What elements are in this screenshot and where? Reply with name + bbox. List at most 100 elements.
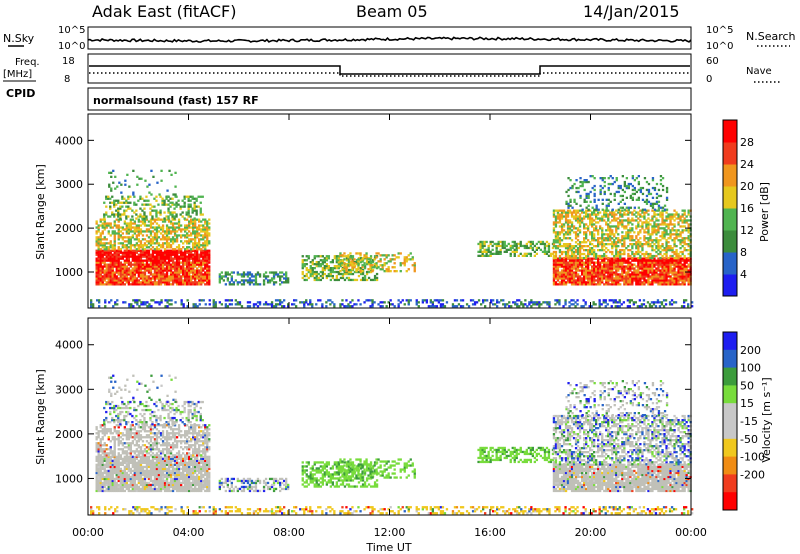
power-cell xyxy=(333,278,337,282)
power-cell xyxy=(97,277,100,280)
power-cell xyxy=(99,269,102,272)
power-cell xyxy=(619,263,622,266)
power-cell xyxy=(169,244,173,247)
power-cell xyxy=(103,263,106,266)
power-cell xyxy=(651,271,654,274)
power-cell xyxy=(597,211,600,214)
power-cell xyxy=(109,222,112,225)
power-cell xyxy=(167,263,171,266)
power-cell xyxy=(667,263,670,266)
power-cell xyxy=(157,242,161,245)
power-cell xyxy=(415,299,418,302)
power-cell xyxy=(515,246,518,250)
power-cell xyxy=(508,305,511,308)
power-cell xyxy=(637,243,640,246)
power-cell xyxy=(113,259,116,262)
power-cell xyxy=(325,257,329,260)
power-cell xyxy=(180,277,183,280)
power-cell xyxy=(595,265,598,268)
power-cell xyxy=(663,273,666,276)
power-cell xyxy=(633,243,636,246)
power-cell xyxy=(641,227,644,230)
power-cell xyxy=(133,269,137,272)
power-cell xyxy=(194,251,197,254)
power-cell xyxy=(595,227,598,230)
power-cell xyxy=(655,267,658,270)
power-cell xyxy=(101,224,104,227)
power-cell xyxy=(153,283,157,286)
power-cell xyxy=(323,261,327,264)
power-cell xyxy=(149,218,153,221)
power-cell xyxy=(109,201,112,204)
power-cell xyxy=(585,241,588,244)
power-cell xyxy=(169,259,173,262)
power-cell xyxy=(643,221,646,224)
power-cell xyxy=(556,275,560,278)
power-cell xyxy=(343,262,346,265)
power-cell xyxy=(208,240,211,243)
power-cell xyxy=(585,180,588,184)
power-cell xyxy=(609,265,612,268)
power-cell xyxy=(185,213,188,216)
power-cell xyxy=(117,263,120,266)
power-cell xyxy=(113,222,116,225)
power-cell xyxy=(393,266,396,269)
power-cell xyxy=(651,265,654,268)
power-cell xyxy=(437,299,441,302)
power-cell xyxy=(477,250,480,253)
power-cell xyxy=(287,281,290,284)
power-cell xyxy=(180,265,183,268)
power-cell xyxy=(589,250,592,254)
power-cell xyxy=(202,261,205,264)
power-cell xyxy=(585,277,588,280)
power-cell xyxy=(607,215,610,218)
power-cell xyxy=(339,265,343,268)
power-cell xyxy=(570,299,573,302)
power-cell xyxy=(597,217,600,220)
power-cell xyxy=(487,248,490,251)
power-cell xyxy=(605,275,608,278)
power-cell xyxy=(587,227,590,230)
power-cell xyxy=(592,303,595,306)
power-cell xyxy=(457,303,461,306)
power-cell xyxy=(578,229,582,232)
power-cell xyxy=(373,266,376,269)
power-cell xyxy=(147,269,151,272)
power-cell xyxy=(119,215,122,218)
power-cell xyxy=(103,277,106,280)
power-cell xyxy=(151,261,155,264)
power-cell xyxy=(509,252,512,255)
power-cell xyxy=(558,221,562,224)
power-cell xyxy=(145,275,149,278)
power-cell xyxy=(683,273,686,276)
power-cell xyxy=(556,215,560,218)
power-cell xyxy=(128,185,131,188)
power-cell xyxy=(150,169,153,172)
power-cell xyxy=(163,255,167,258)
power-cell xyxy=(385,256,388,259)
power-cell xyxy=(139,242,143,245)
power-cell xyxy=(581,211,584,214)
power-cell xyxy=(573,200,576,203)
power-cell xyxy=(554,271,558,274)
power-cell xyxy=(171,283,175,286)
power-cell xyxy=(637,231,640,234)
power-cell xyxy=(651,283,654,286)
power-cell xyxy=(129,255,133,258)
power-cell xyxy=(669,235,672,238)
power-cell xyxy=(190,218,193,221)
power-cell xyxy=(581,208,584,211)
power-cell xyxy=(663,204,667,207)
power-cell xyxy=(617,221,620,224)
power-cell xyxy=(631,196,635,199)
power-cell xyxy=(509,246,512,250)
power-cell xyxy=(159,213,162,216)
power-cell xyxy=(177,263,181,266)
power-cell xyxy=(669,221,672,224)
power-cell xyxy=(305,299,308,302)
power-cell xyxy=(246,271,250,274)
power-cell xyxy=(655,269,658,272)
power-cell xyxy=(685,275,688,278)
power-cell xyxy=(155,228,159,231)
noise-panel: N.Sky 10^5 10^0 10^5 10^0 N.Search xyxy=(3,25,796,52)
